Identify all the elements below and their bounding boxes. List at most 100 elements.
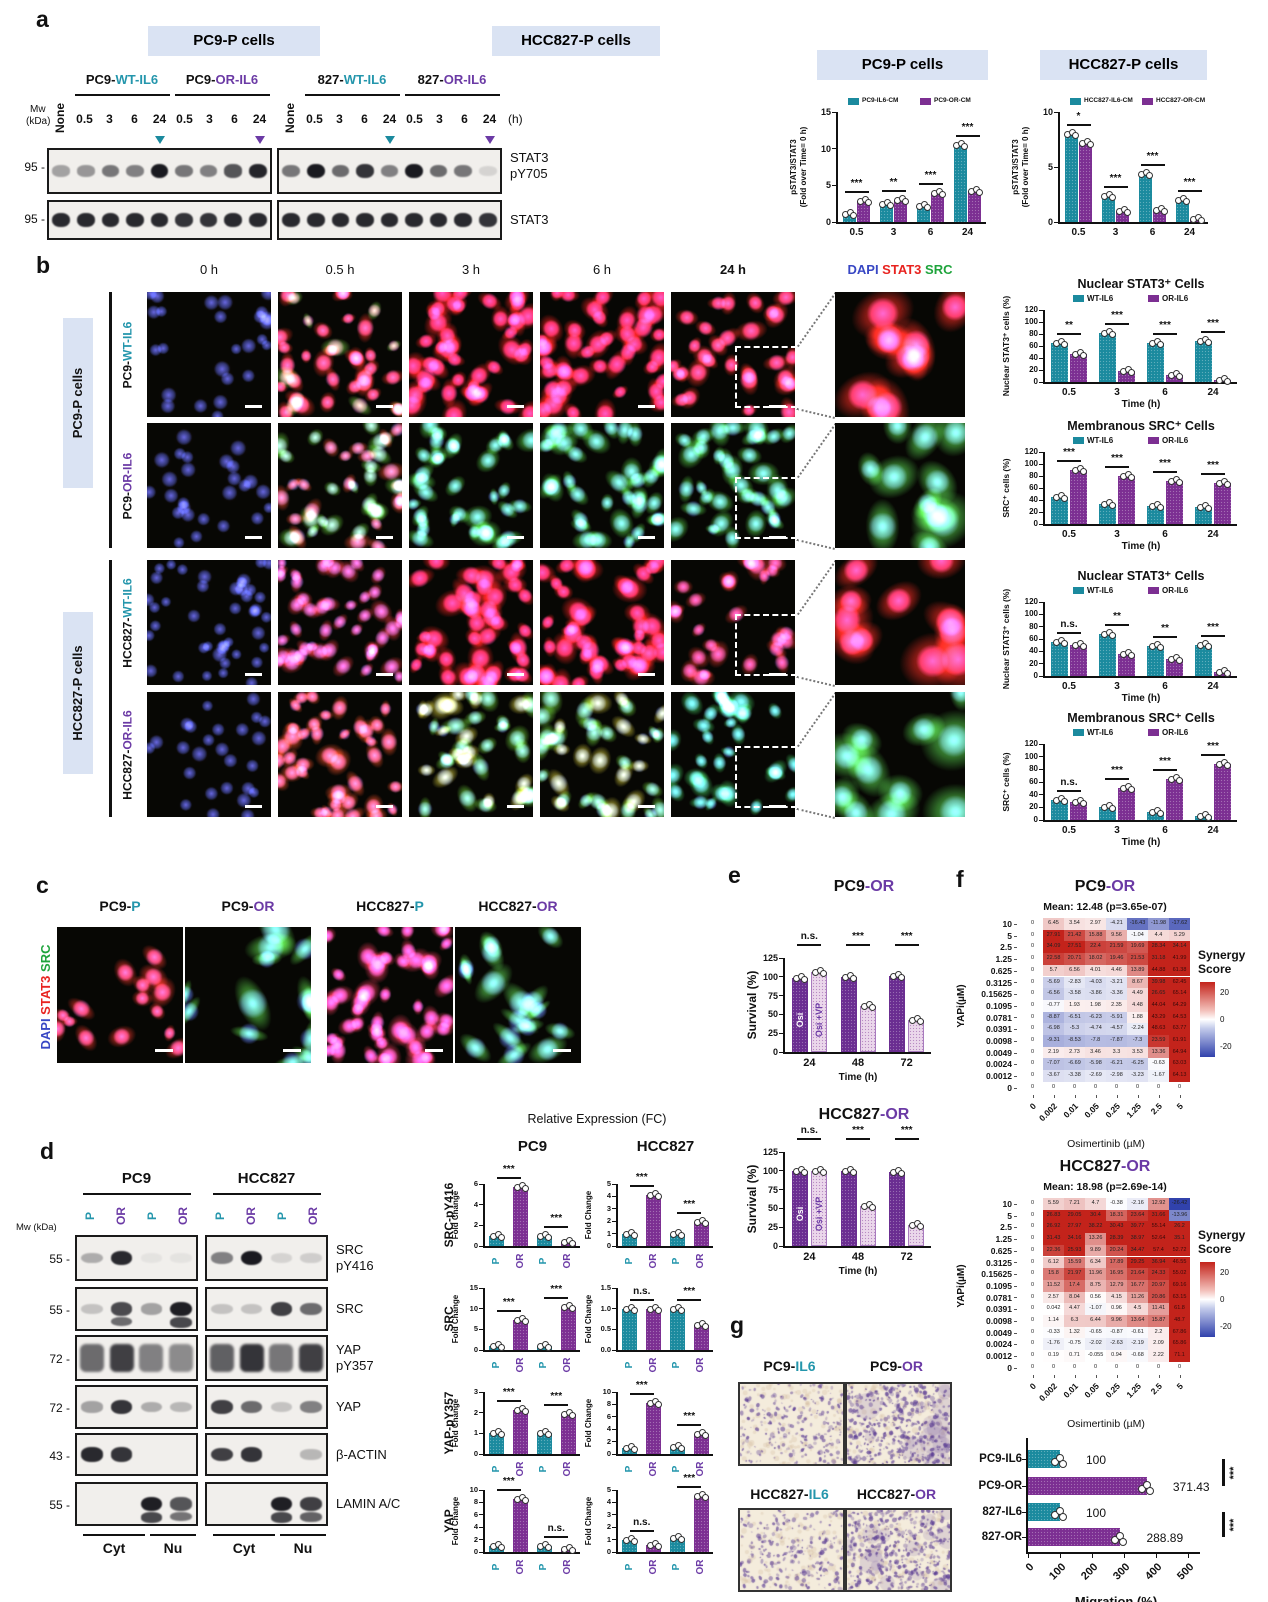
f-cell: 44.88 [1148, 964, 1169, 977]
f-legend-title: Synergy [1198, 1228, 1246, 1242]
f-row-label: 0.15625 [981, 989, 1012, 1000]
f-cell: 0 [1085, 1081, 1106, 1094]
f-cell: 48.7 [1169, 1315, 1190, 1327]
f-row-tick [1014, 947, 1017, 949]
b-chart-3-dot [1223, 762, 1231, 770]
f-row-tick [1014, 1309, 1017, 1311]
d-chart-0-0-ytick-label: 4 [473, 1199, 478, 1209]
d-chart-0-1-xaxis [616, 1246, 713, 1248]
b-chart-0-ytick [1039, 333, 1043, 335]
d-chart-2-1-ytick-label: 10 [602, 1387, 611, 1396]
d-chart-0-1-dot [654, 1193, 662, 1201]
f-row-label: 0.3125 [986, 977, 1012, 988]
f-cell: 9.89 [1085, 1244, 1106, 1257]
b-chart-0-ytick-label: 0 [1033, 377, 1038, 386]
text-part: SRC [925, 262, 953, 277]
if-inset-r0 [835, 292, 965, 417]
f-row-label: 0.3125 [986, 1257, 1012, 1268]
b-chart-3-dot [1079, 800, 1087, 808]
d-chart-0-0-bar [560, 1241, 576, 1246]
b-chart-1-xlabel: Time (h) [1121, 541, 1161, 552]
text-part: -IL6 [363, 72, 387, 87]
text-part: P [414, 898, 424, 914]
d-protein-label: SRC [336, 1242, 364, 1257]
f-mean: Mean: 18.98 (p=2.69e-14) [1043, 1181, 1167, 1193]
f-cell: 22.58 [1043, 953, 1064, 965]
g-dot [1051, 1458, 1059, 1466]
d-chart-1-0-ytick [479, 1287, 483, 1289]
b-chart-0-ytick [1039, 345, 1043, 347]
f-cell: 6.56 [1064, 964, 1085, 977]
c-image-label: HCC827-OR [368, 898, 668, 914]
e-chart-0-ytick [779, 976, 783, 978]
b-chart-0-ytick-label: 60 [1029, 341, 1038, 350]
a-chart-1-bar [1101, 195, 1115, 222]
d-chart-0-0-ytick [479, 1245, 483, 1247]
f-cell: 2.09 [1148, 1338, 1169, 1351]
blot-STAT3-band [52, 212, 71, 228]
d-chart-3-1-sig-line [677, 1486, 702, 1489]
d-chart-0-0-sig: *** [502, 1164, 515, 1176]
f-col-tick [1032, 1094, 1034, 1098]
d-chart-0-1-ytick [612, 1220, 616, 1222]
f-cell: 0 [1022, 1338, 1043, 1351]
d-chart-1-0-sig-line [544, 1296, 569, 1299]
f-cell: 64.13 [1169, 1070, 1190, 1082]
a-chart-1-bar [1079, 142, 1093, 222]
d-chart-3-1-sig-line [629, 1529, 654, 1532]
e-chart-0-bar [859, 1006, 876, 1052]
d-chart-0-0-ytick [479, 1183, 483, 1185]
if-image-r2-c3 [540, 560, 664, 685]
text-part: DAPI [847, 262, 883, 277]
f-cell: 0 [1022, 964, 1043, 977]
f-cell: 0 [1022, 918, 1043, 930]
f-cell: 26.2 [1169, 1221, 1190, 1234]
a-chart-1-sig-line [1177, 190, 1202, 192]
b-chart-0-dot [1127, 369, 1135, 377]
d-chart-3-1-ytick [612, 1551, 616, 1553]
e-chart-0-ytick [779, 1013, 783, 1015]
b-chart-1-sig-line [1057, 460, 1081, 462]
a-chart-1-plot [1058, 112, 1060, 222]
f-cell: 9.56 [1106, 929, 1127, 942]
f-cell: -11.98 [1148, 918, 1169, 930]
d-chart-0-0-bar [489, 1235, 505, 1246]
b-chart-1-bar [1051, 497, 1068, 524]
d-chart-1-1-ytick-label: 1.0 [600, 1303, 611, 1313]
f-cell: 23.64 [1127, 1209, 1148, 1222]
text-part: PC9- [85, 72, 116, 87]
f-cell: -0.65 [1085, 1326, 1106, 1339]
f-cell: -0.63 [1148, 1058, 1169, 1071]
f-legend-tick: -20 [1220, 1041, 1232, 1051]
lane-label: 6 [131, 112, 138, 126]
b-chart-0-sig: *** [1159, 320, 1171, 331]
d-chart-2-1-sig-line [629, 1393, 654, 1396]
blot-STAT3-band [356, 212, 374, 228]
d-chart-2-1-sig: *** [635, 1380, 648, 1392]
condition-label: PC9-WT-IL6 [0, 72, 272, 87]
e-chart-title: PC9-OR [714, 878, 1014, 896]
f-cell: 1.14 [1043, 1315, 1064, 1327]
b-chart-1-dot [1127, 474, 1135, 481]
e-chart-0-ytick [779, 957, 783, 959]
f-cell: 20.97 [1148, 1279, 1169, 1292]
b-chart-3-ytick-label: 60 [1029, 777, 1038, 786]
d-group-header: HCC827 [237, 1170, 296, 1187]
if-image-r0-c2 [409, 292, 533, 417]
d-chart-3-1-ytick [612, 1501, 616, 1503]
d-chart-1-0-dot [545, 1343, 553, 1351]
f-cell: -8.53 [1064, 1035, 1085, 1047]
d-strip-right-5-band [270, 1496, 293, 1512]
a-chart-0-dot [850, 211, 858, 219]
d-group-header: PC9 [121, 1170, 152, 1187]
e-chart-1-ytick [779, 1170, 783, 1172]
g-cat-tick [1022, 1512, 1026, 1513]
e-chart-1-ytick [779, 1226, 783, 1228]
e-chart-1-bar [791, 1170, 808, 1246]
if-image-r3-c0 [147, 692, 271, 817]
f-cell: -4.03 [1085, 976, 1106, 989]
d-chart-3-0-bar [536, 1545, 552, 1552]
panel-a-label: a [36, 6, 49, 32]
